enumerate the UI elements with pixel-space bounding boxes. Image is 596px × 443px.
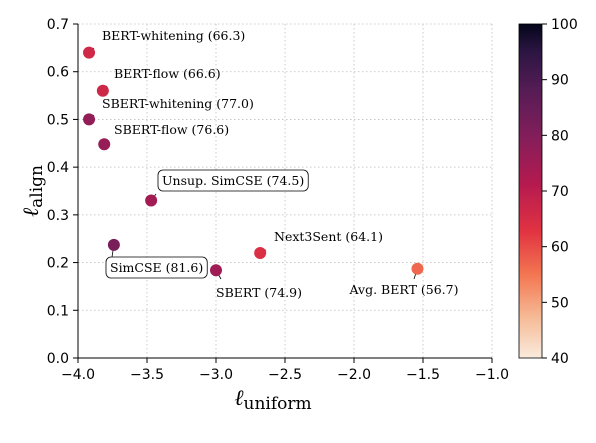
grid-lines (77, 23, 493, 359)
point-label: SBERT (74.9) (216, 285, 302, 300)
data-point (210, 264, 222, 277)
point-label: BERT-flow (66.6) (114, 66, 221, 81)
point-label: Avg. BERT (56.7) (349, 282, 459, 297)
y-tick-label: 0.4 (47, 160, 69, 176)
y-tick-label: 0.3 (47, 208, 69, 224)
y-axis-title: ℓalign (19, 165, 47, 217)
label-connectors (88, 47, 418, 280)
point-label: SBERT-flow (76.6) (114, 122, 229, 137)
x-tick-label: −3.5 (130, 367, 164, 383)
point-label: SimCSE (81.6) (110, 260, 203, 275)
y-tick-label: 0.2 (47, 256, 69, 272)
y-tick-label: 0.7 (47, 17, 69, 33)
point-labels: BERT-whitening (66.3) BERT-flow (66.6) SBE… (102, 28, 458, 300)
x-axis-title-sub: uniform (244, 394, 312, 414)
colorbar-tick-label: 70 (551, 184, 569, 200)
y-tick-label: 0.1 (47, 303, 69, 319)
colorbar-tick-label: 80 (551, 128, 569, 144)
colorbar-gradient (519, 24, 542, 358)
x-tick-label: −1.0 (475, 367, 509, 383)
axes: −4.0 −3.5 −3.0 −2.5 −2.0 −1.5 −1.0 0.0 0.1 0.2 0.3… (47, 17, 509, 383)
x-tick-label: −1.5 (406, 367, 440, 383)
label-box (105, 256, 208, 279)
data-point (145, 194, 158, 207)
data-point (254, 247, 267, 260)
x-tick-label: −3.0 (199, 367, 233, 383)
x-tick-label: −4.0 (61, 367, 95, 383)
y-tick-label: 0.0 (47, 351, 69, 367)
colorbar-tick-label: 90 (551, 73, 569, 89)
x-tick-label: −2.0 (337, 367, 371, 383)
point-label: Next3Sent (64.1) (274, 229, 383, 244)
label-box (157, 169, 309, 192)
x-tick-label: −2.5 (268, 367, 302, 383)
y-axis-title-sub: align (27, 165, 47, 208)
point-label: Unsup. SimCSE (74.5) (162, 173, 304, 188)
x-axis-title-main: ℓ (234, 386, 244, 411)
data-point (83, 113, 96, 126)
data-point (96, 84, 109, 97)
data-point (107, 238, 120, 251)
colorbar-tick-label: 40 (551, 351, 569, 367)
data-point (98, 138, 111, 151)
colorbar-tick-label: 60 (551, 240, 569, 256)
colorbar: 40 50 60 70 80 90 100 (518, 17, 578, 367)
y-tick-label: 0.5 (47, 112, 69, 128)
point-label: BERT-whitening (66.3) (102, 28, 245, 43)
y-axis-title-main: ℓ (19, 207, 44, 217)
x-axis-title: ℓuniform (234, 386, 311, 414)
colorbar-tick-label: 100 (551, 17, 578, 33)
data-point (83, 46, 96, 59)
colorbar-tick-label: 50 (551, 295, 569, 311)
y-tick-label: 0.6 (47, 65, 69, 81)
point-label: SBERT-whitening (77.0) (102, 96, 254, 111)
data-points (83, 46, 424, 277)
data-point (411, 262, 424, 275)
